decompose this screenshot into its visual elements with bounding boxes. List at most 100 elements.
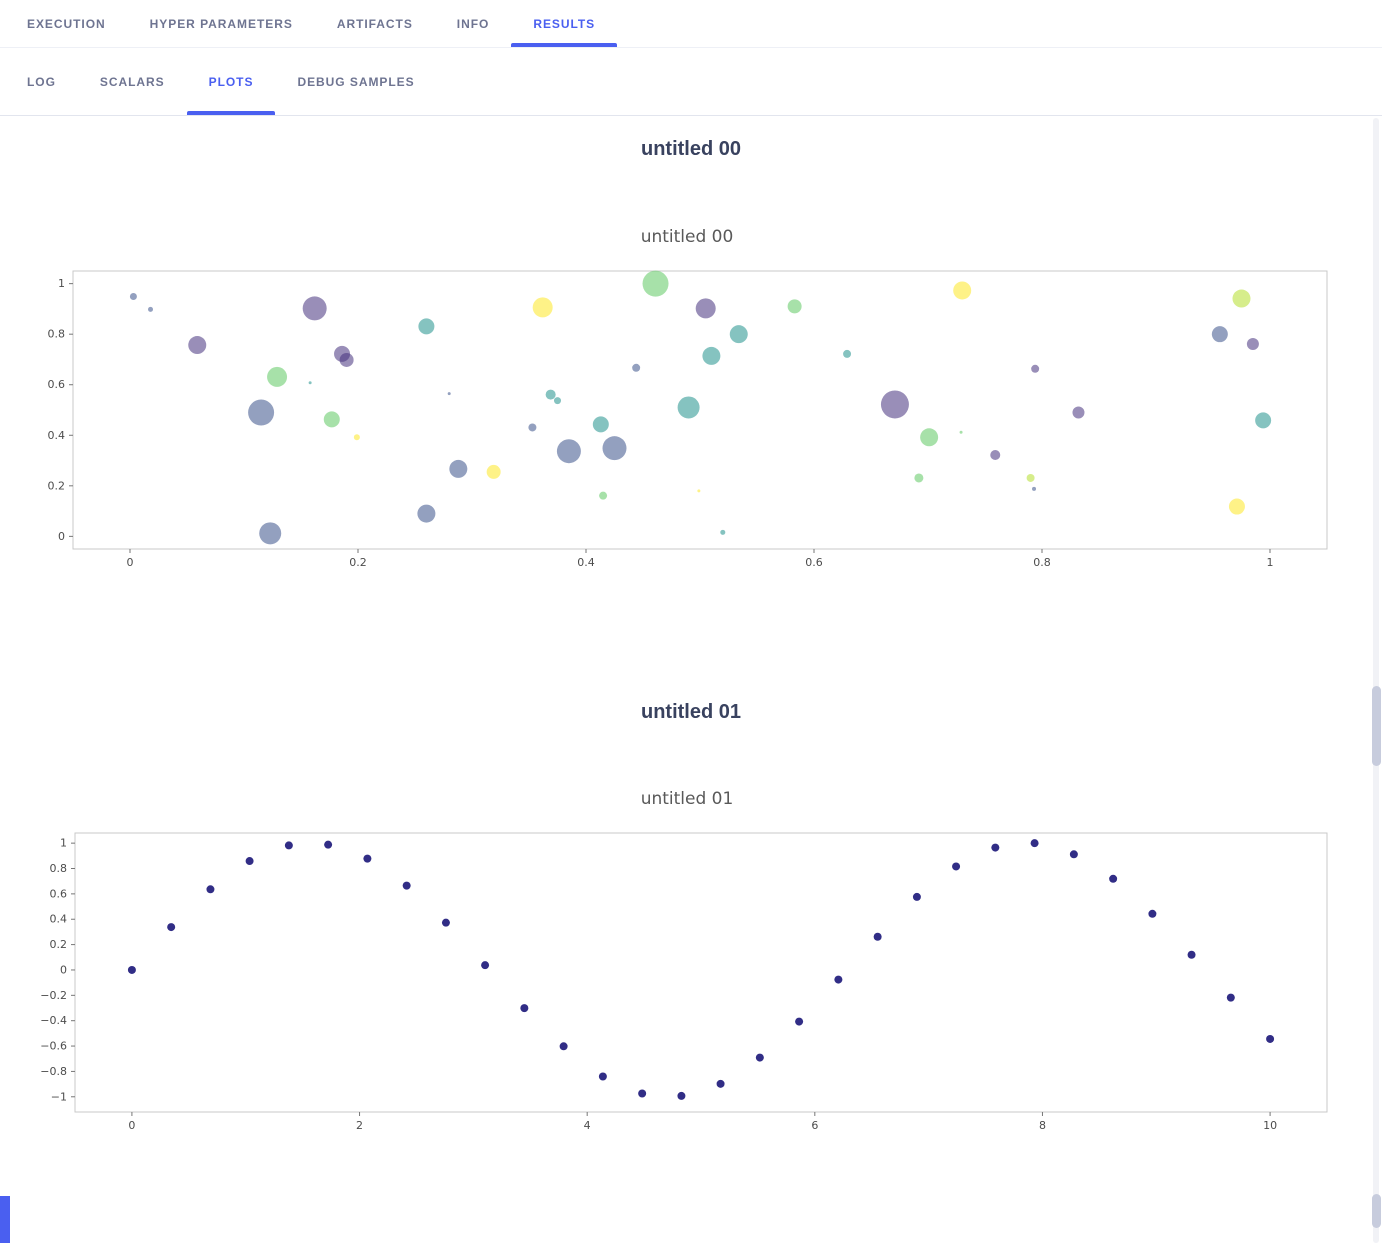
data-point <box>324 840 333 849</box>
data-point <box>1187 950 1196 959</box>
x-tick-label: 4 <box>584 1119 591 1132</box>
y-tick-label: −1 <box>51 1090 67 1103</box>
data-point <box>302 296 327 321</box>
plot-border <box>74 832 1328 1113</box>
data-point <box>528 423 537 432</box>
data-point <box>677 396 700 419</box>
y-tick-label: 0.4 <box>50 913 68 926</box>
x-tick-label: 0.8 <box>1033 556 1051 569</box>
y-tick-label: 0.2 <box>48 479 66 492</box>
y-tick-label: −0.2 <box>40 989 67 1002</box>
data-point <box>638 1089 647 1098</box>
x-tick-label: 0.6 <box>805 556 823 569</box>
data-point <box>1031 364 1040 373</box>
sub-tab-log[interactable]: LOG <box>27 74 56 89</box>
y-tick-label: 0 <box>58 530 65 543</box>
main-tab-execution[interactable]: EXECUTION <box>27 16 106 31</box>
data-point <box>248 399 275 426</box>
data-point <box>148 306 154 312</box>
data-point <box>755 1053 764 1062</box>
x-tick-label: 0 <box>128 1119 135 1132</box>
y-tick-label: 1 <box>58 277 65 290</box>
data-point <box>959 430 963 434</box>
data-point <box>1069 850 1078 859</box>
data-point <box>795 1017 804 1026</box>
scrollbar-thumb[interactable] <box>1372 686 1381 766</box>
y-tick-label: −0.4 <box>40 1014 67 1027</box>
plot-canvas-untitled-01[interactable]: untitled 01 0 2 4 6 8 10 −1 −0.8 −0.6 −0.4 −0.2 0 0.2… <box>0 760 1382 1160</box>
chart-title: untitled 01 <box>641 789 734 809</box>
data-point <box>1246 338 1259 351</box>
sub-tab-plots[interactable]: PLOTS <box>186 48 276 115</box>
data-point <box>695 298 716 319</box>
data-point <box>486 464 501 479</box>
x-tick-label: 10 <box>1263 1119 1277 1132</box>
y-tick-label: 0.8 <box>48 328 66 341</box>
main-tab-hyper-parameters[interactable]: HYPER PARAMETERS <box>149 16 293 31</box>
results-tab-bar: LOG SCALARS PLOTS DEBUG SAMPLES <box>0 48 1382 116</box>
data-point <box>323 411 340 428</box>
data-point <box>545 389 556 400</box>
data-point <box>873 932 882 941</box>
data-point <box>702 346 721 365</box>
data-point <box>1148 909 1157 918</box>
data-point <box>914 473 924 483</box>
data-point <box>952 862 961 871</box>
data-point <box>920 428 939 447</box>
data-point <box>602 436 627 461</box>
data-point <box>990 449 1001 460</box>
y-tick-label: 0.8 <box>50 862 68 875</box>
x-tick-label: 0.2 <box>349 556 367 569</box>
data-point <box>1211 326 1228 343</box>
data-point <box>599 491 608 500</box>
data-point <box>642 270 669 297</box>
data-point <box>1266 1034 1275 1043</box>
data-point <box>1072 406 1085 419</box>
data-point <box>520 1004 529 1013</box>
data-point <box>729 325 748 344</box>
data-point <box>245 857 254 866</box>
scrollbar-track <box>1373 118 1379 1243</box>
data-point <box>556 439 581 464</box>
data-point <box>417 504 436 523</box>
bottom-left-accent-bar <box>0 1196 10 1243</box>
data-point <box>834 975 843 984</box>
y-tick-label: −0.6 <box>40 1040 67 1053</box>
data-point <box>206 885 215 894</box>
plot-border <box>72 270 1328 550</box>
data-point <box>449 459 468 478</box>
x-tick-label: 6 <box>811 1119 818 1132</box>
data-point <box>843 349 852 358</box>
data-point <box>353 434 360 441</box>
x-tick-label: 2 <box>356 1119 363 1132</box>
data-point <box>880 390 909 419</box>
main-tab-bar: EXECUTION HYPER PARAMETERS ARTIFACTS INFO RE… <box>0 0 1382 48</box>
data-point <box>720 529 726 535</box>
scrollbar-thumb-lower[interactable] <box>1372 1194 1381 1228</box>
data-point <box>363 854 372 863</box>
x-tick-label: 1 <box>1267 556 1274 569</box>
y-tick-label: 0.6 <box>50 887 68 900</box>
y-tick-label: 0.6 <box>48 378 66 391</box>
data-point <box>188 336 207 355</box>
data-point <box>167 923 176 932</box>
data-point <box>259 522 282 545</box>
sub-tab-debug-samples[interactable]: DEBUG SAMPLES <box>297 74 415 89</box>
x-tick-label: 8 <box>1039 1119 1046 1132</box>
main-tab-results[interactable]: RESULTS <box>511 0 618 47</box>
data-point <box>1109 874 1118 883</box>
data-point <box>991 843 1000 852</box>
y-tick-label: −0.8 <box>40 1065 67 1078</box>
plot-canvas-untitled-00[interactable]: untitled 00 0 0.2 0.4 0.6 0.8 1 0 0.2 0.4 0.6 0.8 1 <box>0 200 1382 590</box>
plot-section-title: untitled 00 <box>640 138 741 160</box>
data-point <box>598 1072 607 1081</box>
data-point <box>677 1091 686 1100</box>
sub-tab-scalars[interactable]: SCALARS <box>99 74 165 89</box>
main-tab-artifacts[interactable]: ARTIFACTS <box>336 16 413 31</box>
data-point <box>1226 993 1235 1002</box>
data-point <box>129 293 137 301</box>
data-point <box>127 965 136 974</box>
data-point <box>267 366 288 387</box>
data-point <box>697 489 701 493</box>
main-tab-info[interactable]: INFO <box>456 16 490 31</box>
